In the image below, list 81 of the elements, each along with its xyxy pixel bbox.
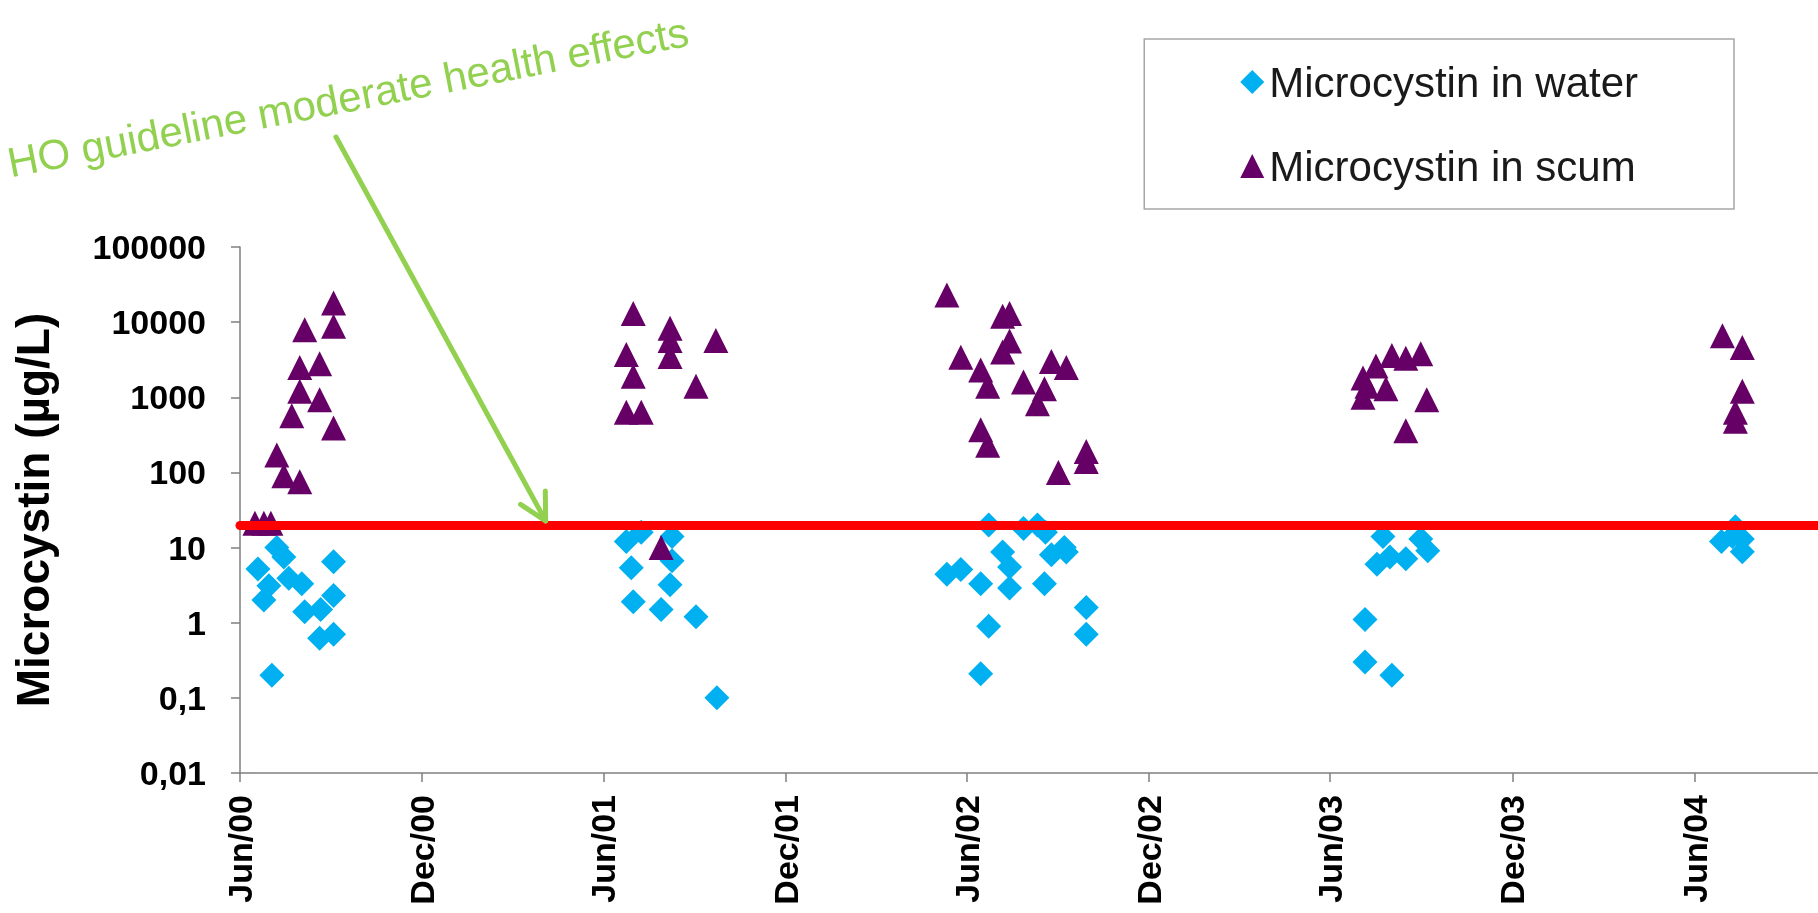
- x-tick-label: Dec/02: [1129, 795, 1168, 905]
- point: [264, 442, 290, 468]
- point: [648, 596, 674, 622]
- point: [287, 378, 313, 404]
- y-axis-title: Microcystin (µg/L): [7, 312, 59, 708]
- y-tick-label: 1000: [130, 378, 206, 417]
- point: [307, 387, 333, 413]
- y-tick-label: 100: [149, 453, 206, 492]
- point: [934, 282, 960, 308]
- point: [1373, 376, 1399, 402]
- point: [613, 529, 639, 555]
- point: [703, 327, 729, 353]
- point: [1729, 334, 1755, 360]
- legend-label: Microcystin in scum: [1269, 142, 1636, 190]
- x-tick-label: Jun/00: [221, 795, 259, 903]
- point: [1045, 459, 1071, 485]
- point: [948, 344, 974, 370]
- point: [990, 539, 1016, 565]
- point: [948, 557, 974, 583]
- point: [1379, 662, 1405, 688]
- point: [620, 301, 646, 327]
- point: [1415, 538, 1441, 564]
- point: [287, 469, 313, 495]
- point: [997, 554, 1023, 580]
- point: [1393, 345, 1419, 371]
- x-tick-label: Dec/00: [403, 795, 442, 905]
- y-tick-label: 1: [187, 603, 206, 642]
- point: [1729, 378, 1755, 404]
- point: [1031, 376, 1057, 402]
- point: [1393, 418, 1419, 444]
- y-tick-label: 10: [168, 528, 206, 567]
- point: [1053, 354, 1079, 380]
- point: [308, 596, 334, 622]
- legend-label: Microcystin in water: [1269, 58, 1639, 106]
- point: [1031, 571, 1057, 597]
- point: [1073, 621, 1099, 647]
- annotation: HO guideline moderate health effects: [3, 8, 693, 187]
- point: [620, 589, 646, 615]
- x-tick-label: Dec/01: [766, 795, 805, 905]
- x-tick-label: Jun/01: [584, 795, 623, 903]
- point: [1709, 323, 1735, 349]
- point: [321, 621, 347, 647]
- point: [321, 290, 347, 316]
- point: [321, 549, 347, 575]
- y-tick-label: 0,1: [158, 678, 206, 717]
- point: [1073, 594, 1099, 620]
- point: [1363, 353, 1389, 379]
- point: [289, 571, 315, 597]
- point: [245, 556, 271, 582]
- point: [1011, 369, 1037, 395]
- point: [683, 604, 709, 630]
- point: [618, 555, 644, 581]
- x-tick-label: Jun/02: [947, 795, 986, 903]
- point: [683, 373, 709, 399]
- point: [657, 572, 683, 598]
- point: [628, 399, 654, 425]
- x-tick-label: Jun/03: [1311, 795, 1350, 903]
- x-tick-label: Dec/03: [1493, 795, 1532, 905]
- y-tick-label: 10000: [111, 303, 206, 342]
- point: [1414, 387, 1440, 413]
- point: [613, 342, 639, 368]
- point: [968, 661, 994, 687]
- point: [997, 575, 1023, 601]
- point: [321, 415, 347, 441]
- point: [704, 685, 730, 711]
- point: [1352, 607, 1378, 633]
- point: [259, 662, 285, 688]
- point: [1352, 649, 1378, 675]
- point: [256, 573, 282, 599]
- point: [307, 351, 333, 377]
- point: [968, 571, 994, 597]
- point: [279, 403, 305, 429]
- point: [321, 583, 347, 609]
- point: [292, 317, 318, 343]
- point: [648, 535, 674, 561]
- x-tick-label: Jun/04: [1675, 794, 1714, 903]
- point: [321, 313, 347, 339]
- point: [976, 613, 1002, 639]
- y-tick-label: 100000: [92, 228, 206, 266]
- y-tick-label: 0,01: [139, 754, 206, 792]
- point: [287, 354, 313, 380]
